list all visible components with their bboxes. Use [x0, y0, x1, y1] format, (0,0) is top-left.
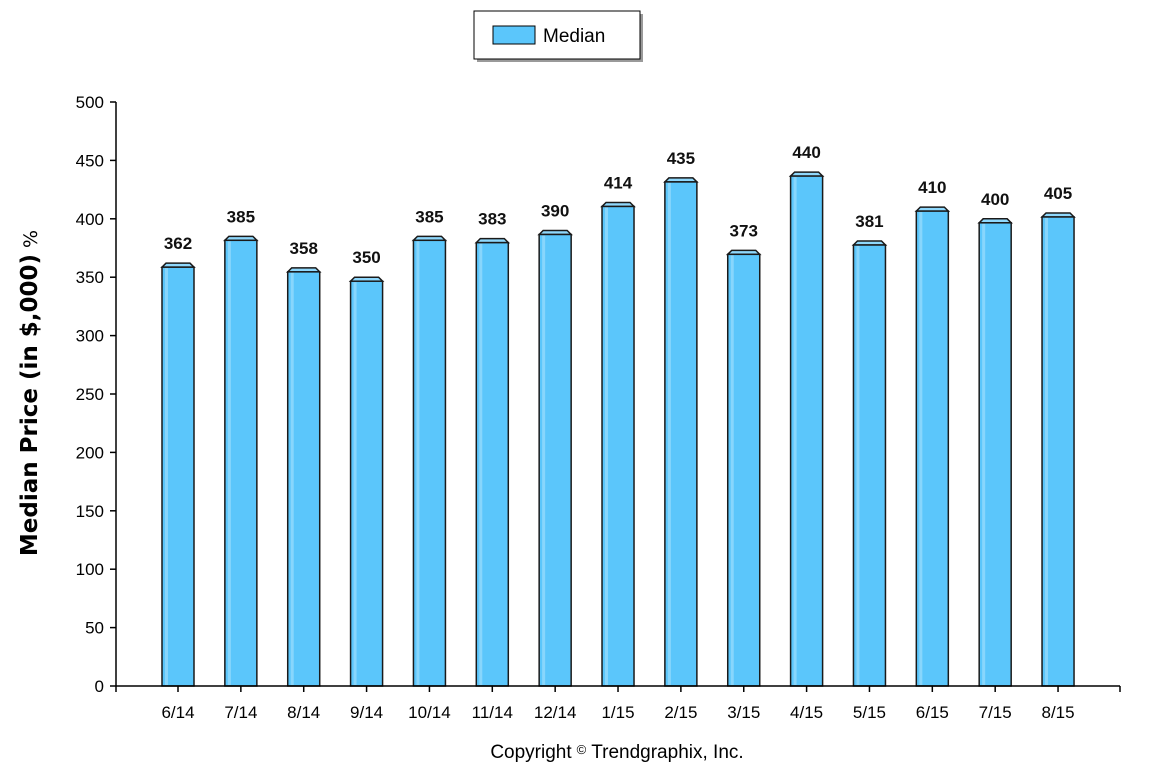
bar-series-median [160, 171, 1076, 687]
bar-8-14 [285, 267, 322, 687]
data-labels: 362 385 358 350 385 383 390 414 435 373 440 381 410 4… [164, 143, 1072, 267]
data-label: 383 [478, 210, 506, 229]
x-tick-label: 7/15 [979, 703, 1012, 722]
copyright-owner: Trendgraphix, Inc. [591, 742, 743, 763]
x-tick-label: 4/15 [790, 703, 823, 722]
bar-11-14 [474, 237, 511, 687]
bar-4-15 [788, 171, 825, 687]
x-tick-label: 9/14 [350, 703, 383, 722]
x-tick-label: 10/14 [408, 703, 451, 722]
data-label: 435 [667, 149, 695, 168]
bar-highlight [227, 241, 231, 685]
x-tick-label: 6/14 [161, 703, 194, 722]
y-tick-label: 200 [76, 443, 104, 462]
bar-highlight [730, 255, 734, 685]
y-axis-title: Median Price (in $,000)% [17, 230, 43, 556]
y-axis-ticks: 0 50 100 150 200 250 300 350 400 450 500 [76, 93, 116, 696]
bar-highlight [290, 272, 294, 685]
y-tick-label: 250 [76, 385, 104, 404]
y-tick-label: 150 [76, 502, 104, 521]
axes [115, 102, 1120, 687]
bar-highlight [1045, 217, 1049, 685]
y-tick-label: 100 [76, 560, 104, 579]
y-tick-label: 300 [76, 327, 104, 346]
x-tick-label: 7/14 [224, 703, 257, 722]
y-tick-label: 450 [76, 151, 104, 170]
x-tick-label: 11/14 [472, 703, 513, 722]
bar-highlight [793, 177, 797, 685]
x-tick-label: 12/14 [534, 703, 577, 722]
data-label: 350 [352, 248, 380, 267]
legend-label: Median [543, 26, 605, 47]
bar-highlight [416, 241, 420, 685]
bar-highlight [605, 207, 609, 685]
data-label: 358 [290, 239, 318, 258]
x-tick-label: 3/15 [727, 703, 760, 722]
data-label: 414 [604, 173, 633, 192]
copyright-text: Copyright © Trendgraphix, Inc. [490, 742, 743, 763]
bar-highlight [542, 235, 546, 686]
data-label: 390 [541, 201, 569, 220]
bar-2-15 [663, 177, 699, 687]
bar-7-15 [977, 218, 1013, 687]
bar-5-15 [851, 240, 888, 687]
y-tick-label: 500 [76, 93, 104, 112]
data-label: 405 [1044, 184, 1072, 203]
svg-text:Median Price (in $,000)%: Median Price (in $,000)% [17, 230, 43, 556]
bar-7-14 [223, 235, 259, 687]
y-tick-label: 50 [85, 619, 104, 638]
x-axis-ticks: 6/14 7/14 8/14 9/14 10/14 11/14 12/14 1/15 2/15 3… [115, 686, 1121, 722]
bar-3-15 [725, 249, 762, 687]
bar-highlight [667, 182, 671, 686]
y-axis-title-text: Median Price (in $,000) [17, 254, 43, 556]
data-label: 373 [730, 221, 758, 240]
y-tick-label: 350 [76, 268, 104, 287]
copyright-symbol: © [577, 742, 587, 757]
data-label: 400 [981, 190, 1009, 209]
bar-highlight [982, 223, 986, 686]
x-tick-label: 1/15 [601, 703, 634, 722]
legend-swatch [492, 25, 536, 45]
bar-6-15 [914, 206, 951, 687]
bar-12-14 [537, 229, 573, 687]
data-label: 385 [415, 207, 443, 226]
bar-highlight [353, 282, 357, 685]
x-tick-label: 8/14 [287, 703, 320, 722]
data-label: 362 [164, 234, 192, 253]
legend: Median [473, 10, 643, 62]
bar-1-15 [600, 201, 636, 687]
bar-8-15 [1040, 212, 1076, 687]
bar-highlight [856, 245, 860, 685]
y-tick-label: 400 [76, 210, 104, 229]
x-tick-label: 6/15 [916, 703, 949, 722]
x-tick-label: 8/15 [1041, 703, 1074, 722]
bar-9-14 [348, 276, 385, 687]
bar-6-14 [160, 262, 196, 687]
data-label: 385 [227, 207, 255, 226]
data-label: 410 [918, 178, 946, 197]
bar-10-14 [411, 235, 448, 687]
data-label: 381 [855, 212, 883, 231]
copyright-prefix: Copyright [490, 742, 572, 763]
bar-highlight [479, 243, 483, 685]
y-axis-title-unit: % [20, 230, 42, 248]
bar-highlight [919, 212, 923, 685]
y-tick-label: 0 [95, 677, 104, 696]
bar-highlight [165, 268, 168, 685]
x-tick-label: 2/15 [664, 703, 697, 722]
data-label: 440 [792, 143, 820, 162]
x-tick-label: 5/15 [853, 703, 886, 722]
